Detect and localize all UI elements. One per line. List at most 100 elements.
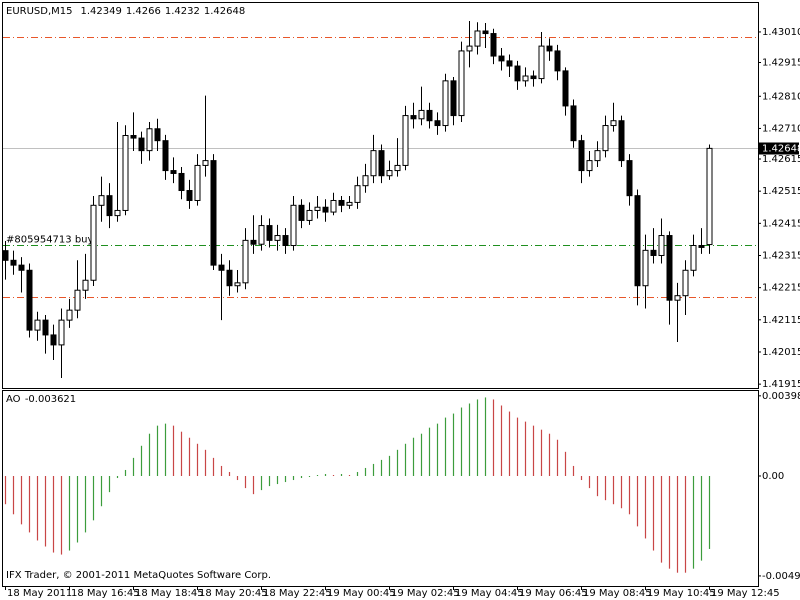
candle-body xyxy=(634,195,641,287)
candle-body xyxy=(402,115,409,166)
candle-body xyxy=(66,309,73,321)
price-tag xyxy=(759,142,799,155)
x-tick-label: 18 May 20:45 xyxy=(199,588,268,599)
candle-body xyxy=(434,120,441,127)
candle-body xyxy=(258,225,265,245)
candle-body xyxy=(114,209,121,217)
ohlc-low: 1.4232 xyxy=(165,6,200,17)
ohlc-close: 1.42648 xyxy=(204,6,245,17)
candle-body xyxy=(50,334,57,346)
candle-body xyxy=(106,195,113,217)
candle-body xyxy=(2,250,9,261)
x-tick-label: 19 May 10:45 xyxy=(647,588,716,599)
candle-body xyxy=(122,135,129,211)
candle-body xyxy=(194,164,201,201)
candle-body xyxy=(586,160,593,172)
candle-body xyxy=(602,125,609,152)
candle-body xyxy=(610,120,617,127)
candle-body xyxy=(474,30,481,47)
y-tick-label: -0.00496 xyxy=(762,571,800,582)
candle-body xyxy=(322,206,329,213)
candle-body xyxy=(706,147,713,246)
x-tick-label: 19 May 12:45 xyxy=(711,588,780,599)
candle-body xyxy=(250,239,257,245)
candle-body xyxy=(338,199,345,206)
price-panel-frame xyxy=(2,2,759,389)
x-tick-label: 18 May 16:45 xyxy=(71,588,140,599)
ao-value: -0.003621 xyxy=(25,394,76,405)
x-tick-label: 18 May 22:45 xyxy=(263,588,332,599)
candle-body xyxy=(370,150,377,177)
ao-title: AO -0.003621 xyxy=(6,394,76,405)
y-tick-label: 0.00398 xyxy=(762,391,800,402)
candle-body xyxy=(282,235,289,247)
candle-body xyxy=(26,269,33,331)
footer: IFX Trader, © 2001-2011 MetaQuotes Softw… xyxy=(6,570,271,581)
candle-body xyxy=(178,172,185,192)
candle-body xyxy=(410,115,417,120)
candle-body xyxy=(82,279,89,291)
candle-body xyxy=(18,264,25,271)
x-tick-label: 19 May 06:45 xyxy=(519,588,588,599)
x-tick-label: 19 May 02:45 xyxy=(391,588,460,599)
candle-body xyxy=(386,170,393,177)
candle-body xyxy=(594,150,601,162)
candle-body xyxy=(682,269,689,297)
price-tag-label: 1.42648 xyxy=(762,144,800,155)
y-tick-label: 1.42710 xyxy=(762,123,800,134)
candle-body xyxy=(658,235,665,256)
candle-body xyxy=(346,201,353,206)
ohlc-high: 1.4266 xyxy=(126,6,161,17)
candle-body xyxy=(450,80,457,117)
candle-body xyxy=(538,45,545,80)
x-tick-label: 19 May 00:45 xyxy=(327,588,396,599)
order-label: #805954713 buy xyxy=(6,235,94,246)
candle-body xyxy=(10,259,17,266)
candle-body xyxy=(666,235,673,301)
candle-body xyxy=(466,45,473,52)
candle-body xyxy=(698,245,705,248)
candle-body xyxy=(642,249,649,287)
candle-body xyxy=(498,55,505,62)
y-tick-label: 1.42915 xyxy=(762,58,800,69)
candle-body xyxy=(578,140,585,172)
y-tick-label: 1.42015 xyxy=(762,347,800,358)
candle-body xyxy=(330,199,337,213)
candle-body xyxy=(426,109,433,122)
candle-body xyxy=(362,175,369,187)
candle-body xyxy=(186,190,193,201)
y-tick-label: 1.43010 xyxy=(762,27,800,38)
candle-body xyxy=(674,295,681,301)
chart-title: EURUSD,M15 1.42349 1.4266 1.4232 1.42648 xyxy=(6,6,245,17)
candle-body xyxy=(74,289,81,311)
candle-body xyxy=(514,65,521,82)
y-tick-label: 1.41915 xyxy=(762,379,800,390)
y-tick-label: 1.42215 xyxy=(762,283,800,294)
candle-body xyxy=(690,245,697,271)
x-tick-label: 19 May 08:45 xyxy=(583,588,652,599)
candle-body xyxy=(394,164,401,172)
symbol: EURUSD,M15 xyxy=(6,6,72,17)
candle-body xyxy=(58,319,65,346)
x-tick-label: 18 May 2011 xyxy=(7,588,72,599)
candle-body xyxy=(418,109,425,120)
candle-body xyxy=(242,239,249,284)
candle-body xyxy=(554,50,561,72)
candle-body xyxy=(314,206,321,211)
candle-body xyxy=(98,195,105,206)
ohlc-open: 1.42349 xyxy=(80,6,121,17)
candle-body xyxy=(234,282,241,287)
candle-body xyxy=(274,235,281,241)
candle-body xyxy=(546,45,553,52)
candle-body xyxy=(442,80,449,127)
candle-body xyxy=(490,33,497,57)
candle-body xyxy=(138,137,145,152)
candle-body xyxy=(506,60,513,67)
candle-body xyxy=(482,30,489,35)
y-tick-label: 1.42415 xyxy=(762,218,800,229)
candle-body xyxy=(562,70,569,107)
candle-body xyxy=(226,269,233,287)
candle-body xyxy=(154,128,161,142)
candle-body xyxy=(618,120,625,162)
